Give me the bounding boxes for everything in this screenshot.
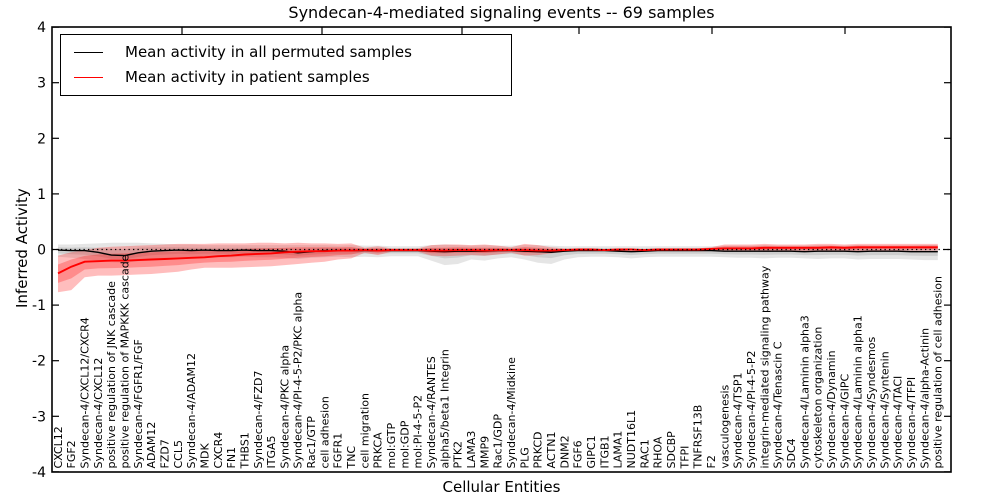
- x-tick-label: Syndecan-4/RANTES: [425, 356, 438, 468]
- x-tick-label: FGFR1: [332, 433, 345, 469]
- x-tick-label: F2: [705, 455, 718, 468]
- x-tick-label: LAMA1: [612, 431, 625, 469]
- x-tick-label: FN1: [225, 447, 238, 469]
- x-tick-label: cell adhesion: [318, 396, 331, 468]
- x-tick-label: FGF2: [65, 440, 78, 468]
- x-tick-label: mol:GTP: [385, 422, 398, 468]
- x-tick-label: Syndecan-4/ADAM12: [185, 353, 198, 468]
- x-tick-label: PRKCA: [372, 432, 385, 469]
- y-tick-label: 4: [37, 20, 46, 36]
- x-tick-label: PRKCD: [532, 431, 545, 468]
- x-tick-label: vasculogenesis: [718, 384, 731, 468]
- y-tick-label: 1: [37, 187, 46, 203]
- x-tick-label: RHOA: [652, 436, 665, 468]
- x-tick-label: cytoskeleton organization: [812, 327, 825, 469]
- x-tick-label: FZD7: [158, 439, 171, 468]
- y-tick-label: -1: [32, 298, 46, 314]
- x-tick-label: Rac1/GTP: [305, 416, 318, 469]
- x-tick-label: Syndecan-4/Laminin alpha1: [852, 315, 865, 468]
- x-tick-label: LAMA3: [465, 431, 478, 469]
- x-tick-label: FGF6: [572, 440, 585, 468]
- legend-item-permuted: Mean activity in all permuted samples: [74, 42, 511, 61]
- x-tick-label: Syndecan-4/TFPI: [905, 377, 918, 469]
- x-tick-label: Syndecan-4/Dynamin: [825, 350, 838, 468]
- x-tick-label: CCL5: [172, 440, 185, 469]
- x-tick-label: Syndecan-4/TSP1: [732, 373, 745, 469]
- x-tick-label: TNFRSF13B: [692, 405, 705, 470]
- x-tick-label: PTK2: [452, 441, 465, 469]
- x-tick-label: integrin-mediated signaling pathway: [758, 265, 771, 468]
- x-tick-label: Syndecan-4/PKC alpha: [278, 345, 291, 469]
- y-axis-title: Inferred Activity: [13, 188, 31, 308]
- legend-item-patient: Mean activity in patient samples: [74, 68, 511, 87]
- x-tick-label: THBS1: [238, 432, 251, 469]
- x-tick-label: DNM2: [558, 435, 571, 468]
- x-tick-label: Syndecan-4/alpha-Actinin: [918, 328, 931, 469]
- x-tick-label: Syndecan-4/PI-4-5-P2: [745, 350, 758, 468]
- x-tick-label: CXCL12: [52, 426, 65, 468]
- x-tick-label: Syndecan-4/FZD7: [252, 371, 265, 469]
- patient-std-band: [58, 242, 938, 293]
- x-tick-label: ADAM12: [145, 422, 158, 469]
- x-tick-label: Syndecan-4/Tenascin C: [772, 341, 785, 468]
- x-tick-label: mol:GDP: [398, 420, 411, 468]
- x-tick-label: positive regulation of JNK cascade: [105, 281, 118, 469]
- x-tick-label: Syndecan-4/GIPC: [838, 373, 851, 468]
- patient-std-band-inner: [58, 245, 938, 283]
- x-tick-label: positive regulation of MAPKKK cascade: [118, 254, 131, 468]
- x-tick-label: Syndecan-4/Midkine: [505, 357, 518, 469]
- patient-mean-line: [57, 246, 938, 275]
- x-tick-label: NUDT16L1: [625, 410, 638, 469]
- y-tick-label: -2: [32, 354, 46, 370]
- x-tick-label: CXCR4: [212, 432, 225, 469]
- y-tick-label: 0: [37, 243, 46, 259]
- x-tick-label: SDCBP: [665, 431, 678, 469]
- x-tick-label: ITGB1: [598, 435, 611, 468]
- x-tick-label: Syndecan-4/Syndesmos: [865, 336, 878, 468]
- x-tick-label: ACTN1: [545, 432, 558, 469]
- x-tick-label: Syndecan-4/Syntenin: [878, 351, 891, 468]
- legend: Mean activity in all permuted samples Me…: [60, 34, 512, 96]
- x-tick-label: MMP9: [478, 436, 491, 469]
- x-tick-label: mol:PI-4-5-P2: [412, 395, 425, 469]
- y-tick-label: -4: [32, 465, 46, 481]
- y-tick-label: -3: [32, 409, 46, 425]
- chart-title: Syndecan-4-mediated signaling events -- …: [288, 3, 715, 22]
- x-tick-label: SDC4: [785, 438, 798, 468]
- x-tick-label: Syndecan-4/Laminin alpha3: [798, 315, 811, 468]
- x-tick-label: Syndecan-4/CXCL12/CXCR4: [78, 317, 91, 468]
- patient-line-swatch: [74, 77, 103, 79]
- x-tick-label: TNC: [345, 446, 358, 470]
- x-tick-label: PLG: [518, 447, 531, 468]
- x-tick-label: Rac1/GDP: [492, 414, 505, 469]
- x-axis-title: Cellular Entities: [442, 478, 561, 496]
- x-tick-label: Syndecan-4/PI-4-5-P2/PKC alpha: [292, 292, 305, 469]
- legend-label: Mean activity in all permuted samples: [125, 42, 412, 61]
- x-tick-label: RAC1: [638, 439, 651, 468]
- x-tick-label: alpha5/beta1 Integrin: [438, 349, 451, 468]
- x-tick-label: Syndecan-4/TACI: [892, 376, 905, 469]
- x-tick-label: TFPI: [678, 446, 691, 470]
- x-tick-label: cell migration: [358, 393, 371, 469]
- x-tick-label: Syndecan-4/CXCL12: [92, 358, 105, 469]
- x-tick-label: GIPC1: [585, 435, 598, 468]
- x-tick-label: MDK: [198, 443, 211, 469]
- x-tick-label: positive regulation of cell adhesion: [932, 276, 945, 469]
- y-tick-label: 2: [37, 131, 46, 147]
- legend-label: Mean activity in patient samples: [125, 68, 370, 87]
- permuted-line-swatch: [74, 51, 103, 53]
- x-tick-label: ITGA5: [265, 435, 278, 468]
- x-tick-label: Syndecan-4/FGFR1/FGF: [132, 339, 145, 468]
- y-tick-label: 3: [37, 76, 46, 92]
